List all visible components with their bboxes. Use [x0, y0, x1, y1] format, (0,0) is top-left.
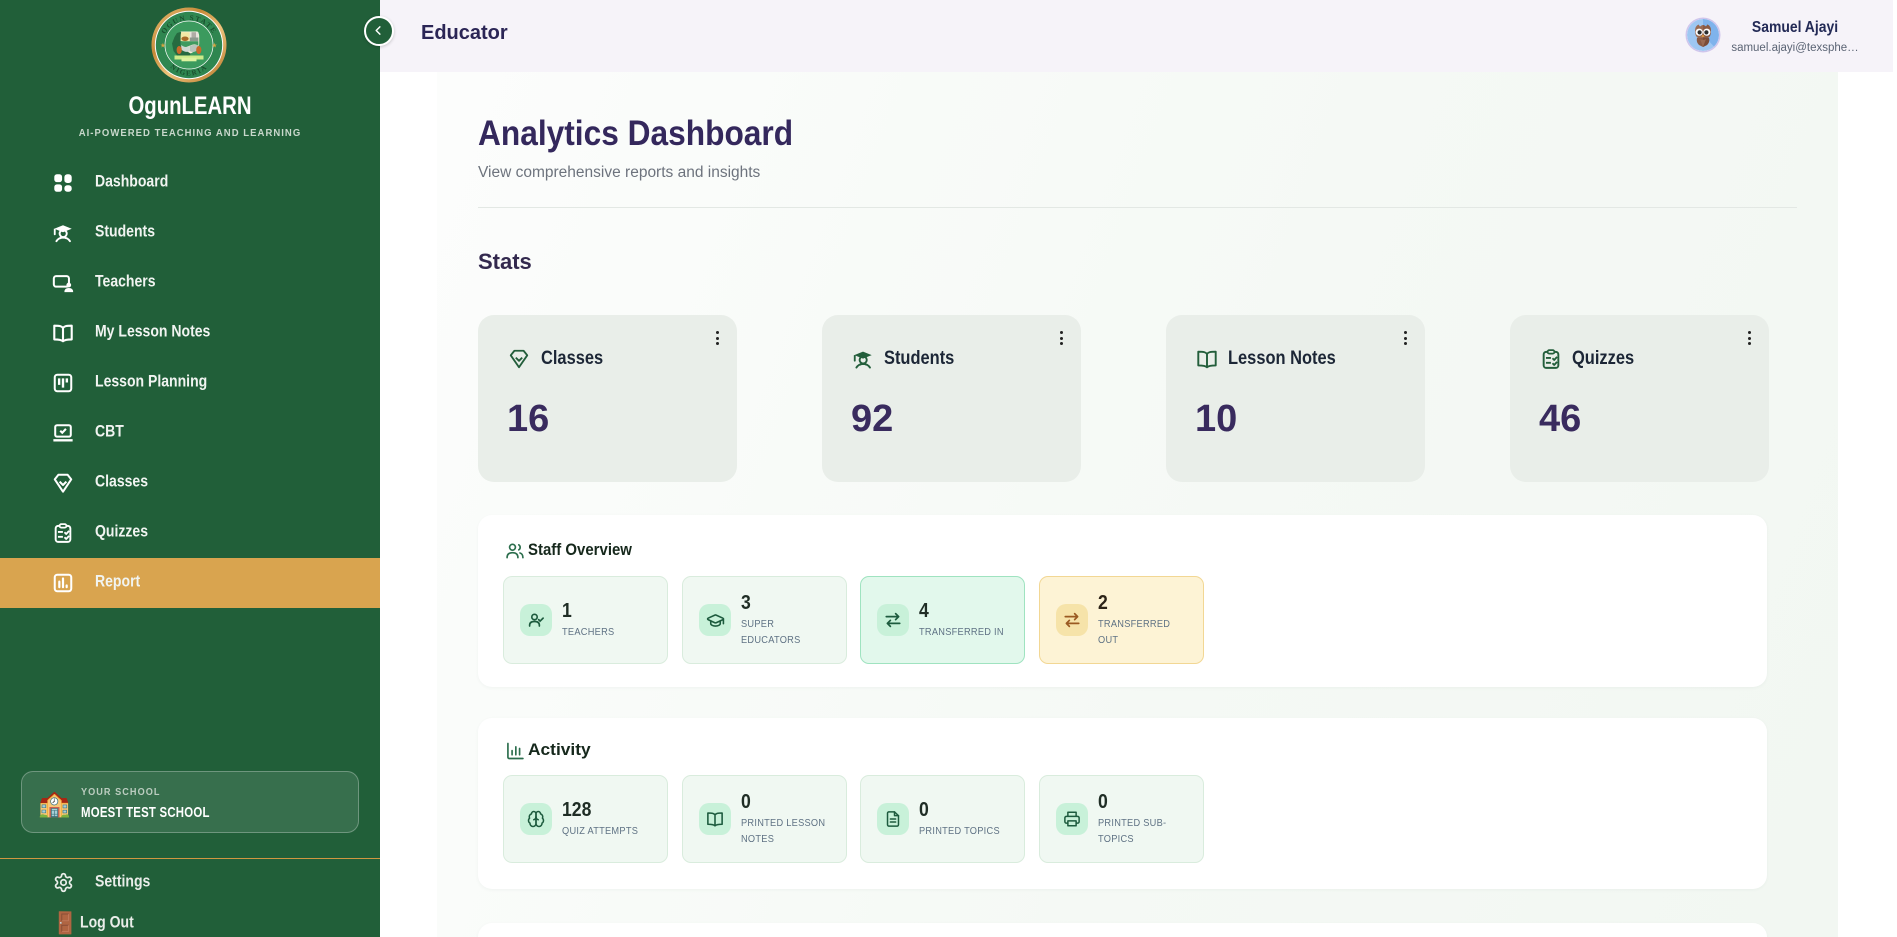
svg-text:★: ★ — [212, 42, 218, 50]
svg-text:★: ★ — [160, 42, 166, 50]
